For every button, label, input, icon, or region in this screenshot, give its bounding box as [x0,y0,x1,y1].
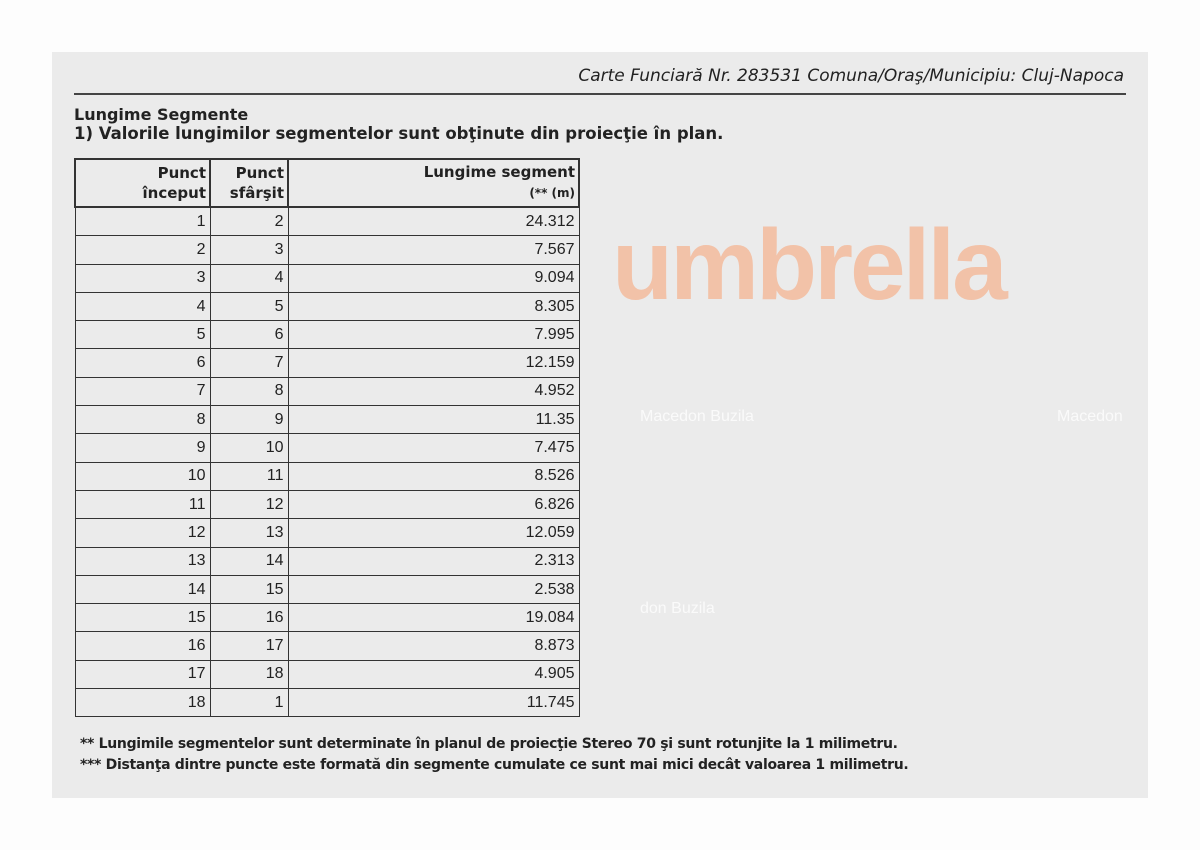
table-row: 11 12 6.826 [74,489,580,520]
document-page: Carte Funciară Nr. 283531 Comuna/Oraş/Mu… [52,52,1148,798]
end-point-cell: 17 [209,631,289,661]
segment-length-cell: 7.475 [287,433,580,463]
segment-length-cell: 8.873 [287,631,580,661]
watermark-logo: umbrella [612,209,1008,321]
header-text: sfârşit [229,184,284,202]
end-point-cell: 9 [209,405,289,435]
end-point-cell: 2 [209,206,289,237]
end-point-cell: 10 [209,433,289,463]
segment-length-cell: 6.826 [287,489,580,520]
table-row: 12 13 12.059 [74,518,580,548]
footnote-2: ** Lungimile segmentelor sunt determinat… [80,736,898,752]
header-start-point: Punct început [74,158,211,208]
table-header-row: Punct început Punct sfârşit Lungime segmen… [74,158,580,208]
start-point-cell: 10 [74,461,211,491]
segment-length-cell: 7.995 [287,320,580,350]
start-point-cell: 4 [74,291,211,322]
header-divider [74,93,1126,95]
segment-length-cell: 8.526 [287,461,580,491]
start-point-cell: 18 [74,688,211,718]
start-point-cell: 16 [74,631,211,661]
segment-length-cell: 19.084 [287,603,580,633]
end-point-cell: 15 [209,574,289,605]
table-row: 8 9 11.35 [74,405,580,435]
end-point-cell: 11 [209,461,289,491]
start-point-cell: 9 [74,433,211,463]
segment-length-cell: 9.094 [287,263,580,293]
table-row: 9 10 7.475 [74,433,580,463]
header-text: început [142,184,206,202]
header-end-point: Punct sfârşit [209,158,289,208]
segment-length-cell: 4.905 [287,659,580,690]
start-point-cell: 6 [74,348,211,378]
segment-length-cell: 12.059 [287,518,580,548]
segment-length-cell: 7.567 [287,235,580,265]
header-text: Lungime segment [423,163,575,181]
table-row: 16 17 8.873 [74,631,580,661]
table-row: 1 2 24.312 [74,206,580,237]
footnote-3: *** Distanţa dintre puncte este formată … [80,757,909,773]
table-row: 15 16 19.084 [74,603,580,633]
start-point-cell: 1 [74,206,211,237]
watermark-text: Macedon Buzila [640,408,754,425]
segment-length-cell: 12.159 [287,348,580,378]
table-row: 6 7 12.159 [74,348,580,378]
segment-length-cell: 2.538 [287,574,580,605]
end-point-cell: 13 [209,518,289,548]
start-point-cell: 8 [74,405,211,435]
segment-length-cell: 11.745 [287,688,580,718]
end-point-cell: 6 [209,320,289,350]
table-row: 18 1 11.745 [74,688,580,718]
end-point-cell: 4 [209,263,289,293]
table-row: 13 14 2.313 [74,546,580,576]
end-point-cell: 12 [209,489,289,520]
segment-table: Punct început Punct sfârşit Lungime segmen… [74,158,580,718]
header-text: Punct [157,164,206,182]
section-title: Lungime Segmente [74,105,249,124]
end-point-cell: 5 [209,291,289,322]
start-point-cell: 13 [74,546,211,576]
table-row: 10 11 8.526 [74,461,580,491]
segment-length-cell: 8.305 [287,291,580,322]
table-row: 5 6 7.995 [74,320,580,350]
table-row: 2 3 7.567 [74,235,580,265]
table-row: 4 5 8.305 [74,291,580,322]
header-segment-length: Lungime segment (** (m) [287,158,580,208]
document-header: Carte Funciară Nr. 283531 Comuna/Oraş/Mu… [578,66,1124,86]
end-point-cell: 8 [209,376,289,407]
end-point-cell: 3 [209,235,289,265]
end-point-cell: 14 [209,546,289,576]
segment-length-cell: 11.35 [287,405,580,435]
end-point-cell: 1 [209,688,289,718]
table-row: 7 8 4.952 [74,376,580,407]
start-point-cell: 5 [74,320,211,350]
note-1: 1) Valorile lungimilor segmentelor sunt … [74,124,724,143]
table-row: 3 4 9.094 [74,263,580,293]
start-point-cell: 12 [74,518,211,548]
start-point-cell: 7 [74,376,211,407]
start-point-cell: 3 [74,263,211,293]
table-row: 17 18 4.905 [74,659,580,690]
start-point-cell: 15 [74,603,211,633]
start-point-cell: 17 [74,659,211,690]
table-row: 14 15 2.538 [74,574,580,605]
header-text: Punct [235,164,284,182]
end-point-cell: 7 [209,348,289,378]
watermark-text: don Buzila [640,600,715,617]
start-point-cell: 11 [74,489,211,520]
segment-length-cell: 4.952 [287,376,580,407]
end-point-cell: 18 [209,659,289,690]
watermark-text: Macedon [1057,408,1123,425]
segment-length-cell: 24.312 [287,206,580,237]
segment-length-cell: 2.313 [287,546,580,576]
end-point-cell: 16 [209,603,289,633]
start-point-cell: 14 [74,574,211,605]
start-point-cell: 2 [74,235,211,265]
header-unit: (** (m) [529,186,575,200]
